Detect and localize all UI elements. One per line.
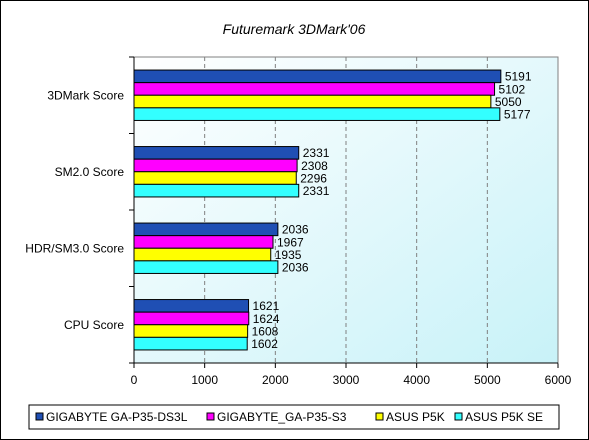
x-tick-label: 1000: [191, 373, 218, 387]
data-label: 1602: [251, 337, 278, 351]
data-label: 2036: [282, 260, 309, 274]
bar: [133, 247, 272, 262]
legend-label: GIGABYTE GA-P35-DS3L: [46, 410, 188, 424]
data-label: 5191: [505, 70, 532, 84]
x-tick-label: 4000: [403, 373, 430, 387]
bar: [133, 107, 501, 121]
data-label: 2308: [301, 159, 328, 173]
data-label: 5177: [504, 107, 531, 121]
data-label: 5102: [499, 82, 526, 96]
bar: [133, 324, 249, 338]
data-label: 1621: [253, 299, 280, 313]
category-label: CPU Score: [64, 318, 124, 332]
plot-area: 0 1000 2000 3000 4000 5000 6000 3DMark Score 519…: [25, 56, 572, 387]
bar: [133, 260, 279, 274]
data-label: 2331: [303, 184, 330, 198]
data-label: 1624: [253, 312, 280, 326]
legend-box: [28, 404, 560, 430]
bar: [133, 82, 496, 96]
bar: [133, 336, 248, 351]
data-label: 1935: [275, 248, 302, 262]
legend-label: GIGABYTE_GA-P35-S3: [217, 410, 347, 424]
bar: [133, 311, 250, 326]
legend-swatch: [454, 412, 463, 421]
data-label: 5050: [495, 95, 522, 109]
category-label: SM2.0 Score: [55, 165, 125, 179]
x-tick-label: 5000: [474, 373, 501, 387]
bar: [133, 235, 274, 249]
data-label: 2036: [282, 223, 309, 237]
bar: [133, 69, 502, 84]
bar: [133, 171, 297, 185]
legend: GIGABYTE GA-P35-DS3L GIGABYTE_GA-P35-S3 AS…: [28, 404, 560, 430]
legend-label: ASUS P5K SE: [465, 410, 543, 424]
category-label: 3DMark Score: [47, 88, 124, 102]
data-label: 2331: [303, 146, 330, 160]
bar: [133, 183, 300, 198]
bar: [133, 94, 492, 109]
data-label: 1967: [277, 235, 304, 249]
x-tick-label: 6000: [545, 373, 572, 387]
bar: [133, 158, 298, 173]
data-label: 1608: [252, 324, 279, 338]
x-tick-label: 3000: [333, 373, 360, 387]
bar: [133, 146, 300, 160]
bar: [133, 222, 279, 237]
legend-swatch: [35, 412, 44, 421]
x-tick-label: 0: [131, 373, 138, 387]
data-label: 2296: [300, 171, 327, 185]
chart-title: Futuremark 3DMark'06: [223, 21, 366, 37]
legend-swatch: [206, 412, 215, 421]
bar: [133, 299, 250, 313]
legend-label: ASUS P5K: [386, 410, 445, 424]
x-tick-label: 2000: [262, 373, 289, 387]
category-label: HDR/SM3.0 Score: [25, 241, 124, 255]
legend-swatch: [375, 412, 384, 421]
